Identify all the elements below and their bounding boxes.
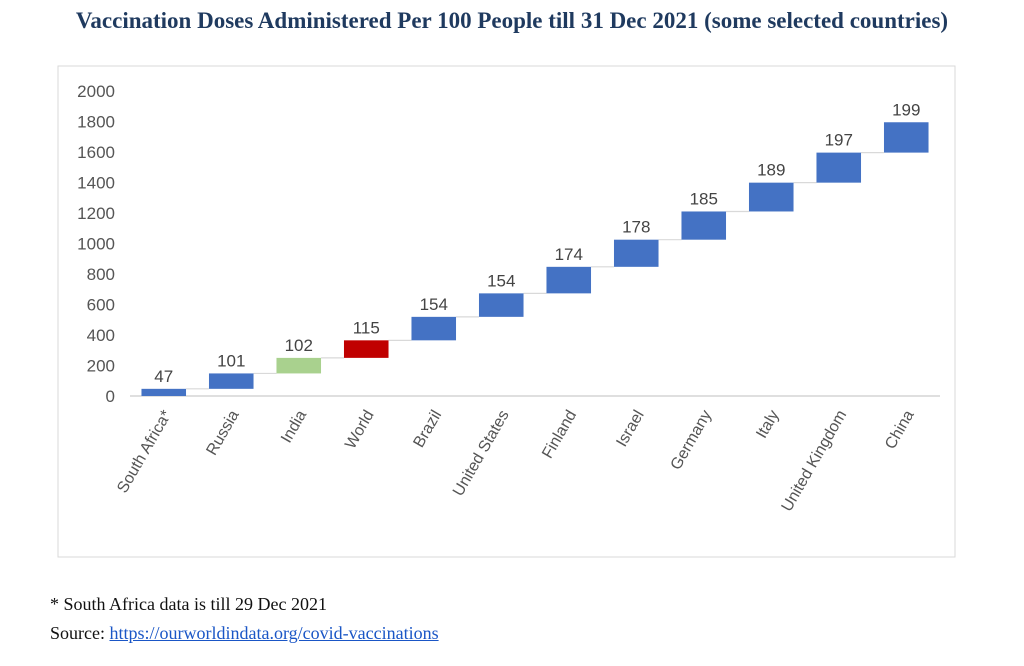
- y-tick-label: 0: [106, 387, 115, 406]
- y-tick-label: 1600: [77, 143, 115, 162]
- y-tick-label: 200: [87, 357, 115, 376]
- bar: [546, 266, 592, 294]
- data-label: 199: [892, 100, 920, 119]
- y-tick-label: 600: [87, 296, 115, 315]
- bar: [343, 340, 389, 358]
- data-label: 154: [420, 295, 448, 314]
- data-label: 101: [217, 351, 245, 370]
- data-label: 115: [353, 318, 380, 337]
- data-label: 174: [555, 245, 583, 264]
- bar: [141, 388, 187, 396]
- y-tick-label: 2000: [77, 82, 115, 101]
- data-label: 102: [285, 336, 313, 355]
- source-label: Source:: [50, 623, 110, 643]
- bar: [681, 211, 727, 240]
- chart-title: Vaccination Doses Administered Per 100 P…: [75, 8, 949, 33]
- y-tick-label: 400: [87, 326, 115, 345]
- bar: [208, 373, 254, 389]
- data-label: 47: [154, 367, 173, 386]
- bar: [411, 316, 457, 341]
- footnote: * South Africa data is till 29 Dec 2021: [50, 594, 327, 614]
- source-link[interactable]: https://ourworldindata.org/covid-vaccina…: [109, 623, 439, 643]
- data-label: 189: [757, 161, 785, 180]
- y-tick-label: 1400: [77, 174, 115, 193]
- bar: [613, 239, 659, 267]
- data-label: 197: [825, 131, 853, 150]
- y-tick-label: 1200: [77, 204, 115, 223]
- y-tick-label: 1800: [77, 113, 115, 132]
- bar: [816, 152, 862, 183]
- y-axis-ticks: 0 200 400 600 800 1000 1200 1400 1600 1800 2000: [77, 82, 115, 406]
- bar: [478, 293, 524, 317]
- bars: [141, 122, 929, 396]
- bar: [276, 357, 322, 374]
- y-tick-label: 800: [87, 265, 115, 284]
- data-label: 178: [622, 218, 650, 237]
- data-label: 185: [690, 189, 718, 208]
- bar: [883, 122, 929, 153]
- source-line: Source: https://ourworldindata.org/covid…: [50, 623, 439, 644]
- connector-lines: [186, 152, 884, 390]
- bar: [748, 182, 794, 212]
- data-labels: 47 101 102 115 154 154 174 178 185 189 197 199: [154, 100, 920, 386]
- y-tick-label: 1000: [77, 235, 115, 254]
- data-label: 154: [487, 271, 515, 290]
